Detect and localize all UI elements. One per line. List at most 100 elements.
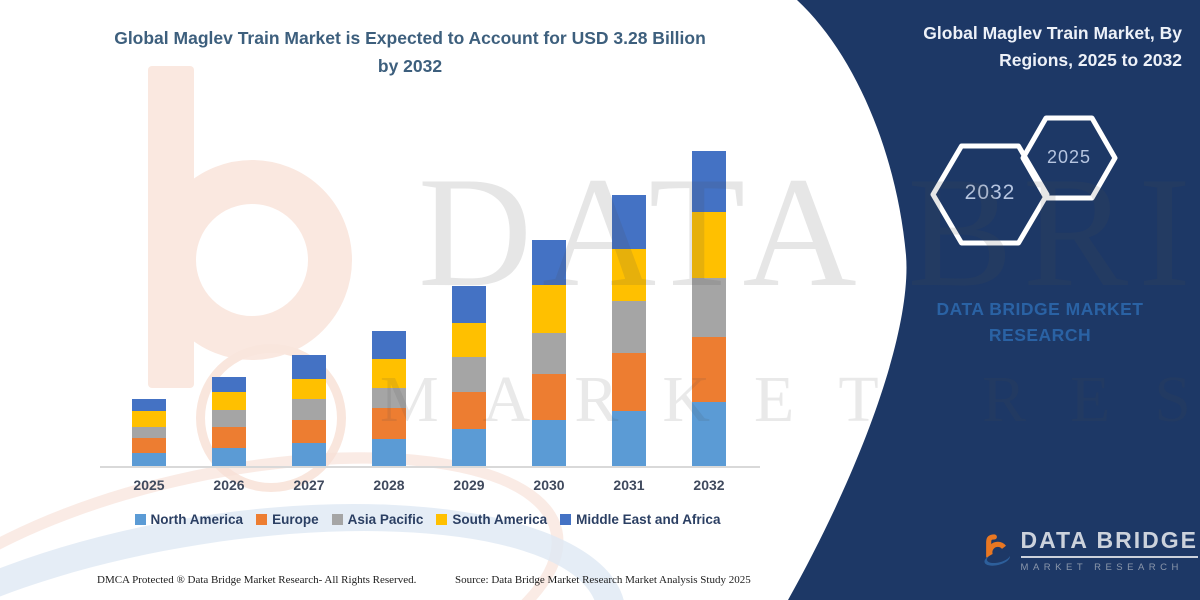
bar-segment-asia-pacific-2030 <box>532 332 566 374</box>
dmca-footer-text: DMCA Protected ® Data Bridge Market Rese… <box>97 574 417 586</box>
bar-slot-2028 <box>349 140 429 466</box>
bars-row <box>109 140 749 466</box>
bar-segment-asia-pacific-2032 <box>692 277 726 338</box>
bar-segment-middle-east-and-africa-2032 <box>692 151 726 212</box>
x-axis-label-2027: 2027 <box>293 477 325 493</box>
x-axis-label-2032: 2032 <box>693 477 725 493</box>
bar-segment-south-america-2027 <box>292 378 326 399</box>
bar-slot-2026 <box>189 140 269 466</box>
legend-swatch-asia-pacific <box>331 514 343 525</box>
stacked-bar-2028 <box>372 330 406 466</box>
bar-segment-europe-2027 <box>292 420 326 443</box>
stacked-bar-2026 <box>212 376 246 466</box>
panel-title: Global Maglev Train Market, By Regions, … <box>923 23 1182 71</box>
x-axis-label-2030: 2030 <box>533 477 565 493</box>
x-axis-label-2026: 2026 <box>213 477 245 493</box>
legend-label-asia-pacific: Asia Pacific <box>347 512 424 527</box>
legend-swatch-south-america <box>436 514 448 525</box>
bar-slot-2027 <box>269 140 349 466</box>
bar-segment-europe-2028 <box>372 408 406 440</box>
hexagon-2032-shape <box>930 143 1050 246</box>
source-footer-text: Source: Data Bridge Market Research Mark… <box>455 574 751 586</box>
bar-segment-south-america-2025 <box>132 411 166 427</box>
bar-segment-asia-pacific-2026 <box>212 410 246 427</box>
bar-segment-middle-east-and-africa-2031 <box>612 195 646 249</box>
bar-segment-north-america-2030 <box>532 419 566 466</box>
bar-segment-south-america-2032 <box>692 211 726 278</box>
stacked-bar-2031 <box>612 195 646 466</box>
bar-segment-south-america-2030 <box>532 285 566 333</box>
bar-segment-asia-pacific-2031 <box>612 300 646 353</box>
bar-segment-europe-2031 <box>612 352 646 412</box>
bar-segment-south-america-2028 <box>372 359 406 389</box>
legend-item-north-america: North America <box>134 512 244 527</box>
legend-item-middle-east-and-africa: Middle East and Africa <box>560 512 720 527</box>
bar-segment-europe-2030 <box>532 373 566 420</box>
stacked-bar-2027 <box>292 354 326 466</box>
legend-label-middle-east-and-africa: Middle East and Africa <box>576 512 721 527</box>
chart-title: Global Maglev Train Market is Expected t… <box>60 24 760 80</box>
pink-ring-watermark <box>196 344 346 492</box>
bar-segment-north-america-2027 <box>292 443 326 466</box>
bar-slot-2031 <box>589 140 669 466</box>
stacked-bar-2029 <box>452 286 486 466</box>
legend-item-asia-pacific: Asia Pacific <box>331 512 424 527</box>
bar-segment-asia-pacific-2029 <box>452 356 486 392</box>
bar-segment-middle-east-and-africa-2025 <box>132 398 166 412</box>
x-axis-label-2025: 2025 <box>133 477 165 493</box>
hexagon-2025-shape <box>1020 115 1118 201</box>
bar-segment-europe-2026 <box>212 426 246 448</box>
legend-swatch-middle-east-and-africa <box>560 514 572 525</box>
legend-label-north-america: North America <box>150 512 244 527</box>
bar-segment-europe-2029 <box>452 392 486 429</box>
bar-segment-north-america-2029 <box>452 428 486 466</box>
bar-segment-middle-east-and-africa-2029 <box>452 286 486 323</box>
logo-secondary-text: MARKET RESEARCH <box>1020 562 1183 573</box>
legend-item-south-america: South America <box>436 512 547 527</box>
x-axis-label-2028: 2028 <box>373 477 405 493</box>
hexagons-graphic <box>930 115 1118 246</box>
bar-segment-asia-pacific-2027 <box>292 398 326 420</box>
bar-segment-north-america-2026 <box>212 447 246 466</box>
x-axis-labels: 2025 2026 2027 2028 2029 2030 2031 2032 <box>109 477 749 493</box>
chart-title-line2: by 2032 <box>377 56 443 76</box>
hexagon-label-2032: 2032 <box>964 181 1016 204</box>
data-bridge-b-icon <box>984 534 1011 566</box>
stacked-bar-2030 <box>532 240 566 466</box>
legend-item-europe: Europe <box>256 512 319 527</box>
bar-segment-south-america-2029 <box>452 322 486 357</box>
bar-segment-asia-pacific-2025 <box>132 426 166 439</box>
bar-segment-south-america-2031 <box>612 248 646 301</box>
bar-segment-north-america-2031 <box>612 411 646 466</box>
bar-segment-south-america-2026 <box>212 392 246 411</box>
bar-slot-2029 <box>429 140 509 466</box>
bar-segment-europe-2032 <box>692 337 726 402</box>
bar-segment-europe-2025 <box>132 438 166 453</box>
stacked-bar-2025 <box>132 398 166 466</box>
hexagon-label-2025: 2025 <box>1046 147 1092 167</box>
stacked-bar-2032 <box>692 151 726 466</box>
chart-legend: North America Europe Asia Pacific South Ame… <box>95 512 760 527</box>
bar-segment-north-america-2028 <box>372 439 406 466</box>
x-axis-label-2029: 2029 <box>453 477 485 493</box>
bar-slot-2030 <box>509 140 589 466</box>
legend-swatch-north-america <box>134 514 146 525</box>
brand-logo: DATA BRIDGE MARKET RESEARCH <box>983 521 1198 579</box>
bar-segment-asia-pacific-2028 <box>372 388 406 409</box>
panel-watermark-text: DATA BRIDGE MARKET RESEARCH <box>936 299 1144 346</box>
bar-segment-middle-east-and-africa-2027 <box>292 354 326 379</box>
logo-primary-text: DATA BRIDGE <box>1020 527 1198 558</box>
x-axis-label-2031: 2031 <box>613 477 645 493</box>
x-axis-line <box>100 466 760 468</box>
bar-segment-middle-east-and-africa-2026 <box>212 376 246 393</box>
bar-segment-north-america-2032 <box>692 401 726 466</box>
bar-segment-middle-east-and-africa-2028 <box>372 330 406 360</box>
legend-label-south-america: South America <box>452 512 548 527</box>
chart-title-line1: Global Maglev Train Market is Expected t… <box>114 28 706 48</box>
legend-swatch-europe <box>256 514 268 525</box>
bar-segment-middle-east-and-africa-2030 <box>532 240 566 286</box>
logo-text: DATA BRIDGE MARKET RESEARCH <box>1020 527 1198 573</box>
legend-label-europe: Europe <box>272 512 319 527</box>
